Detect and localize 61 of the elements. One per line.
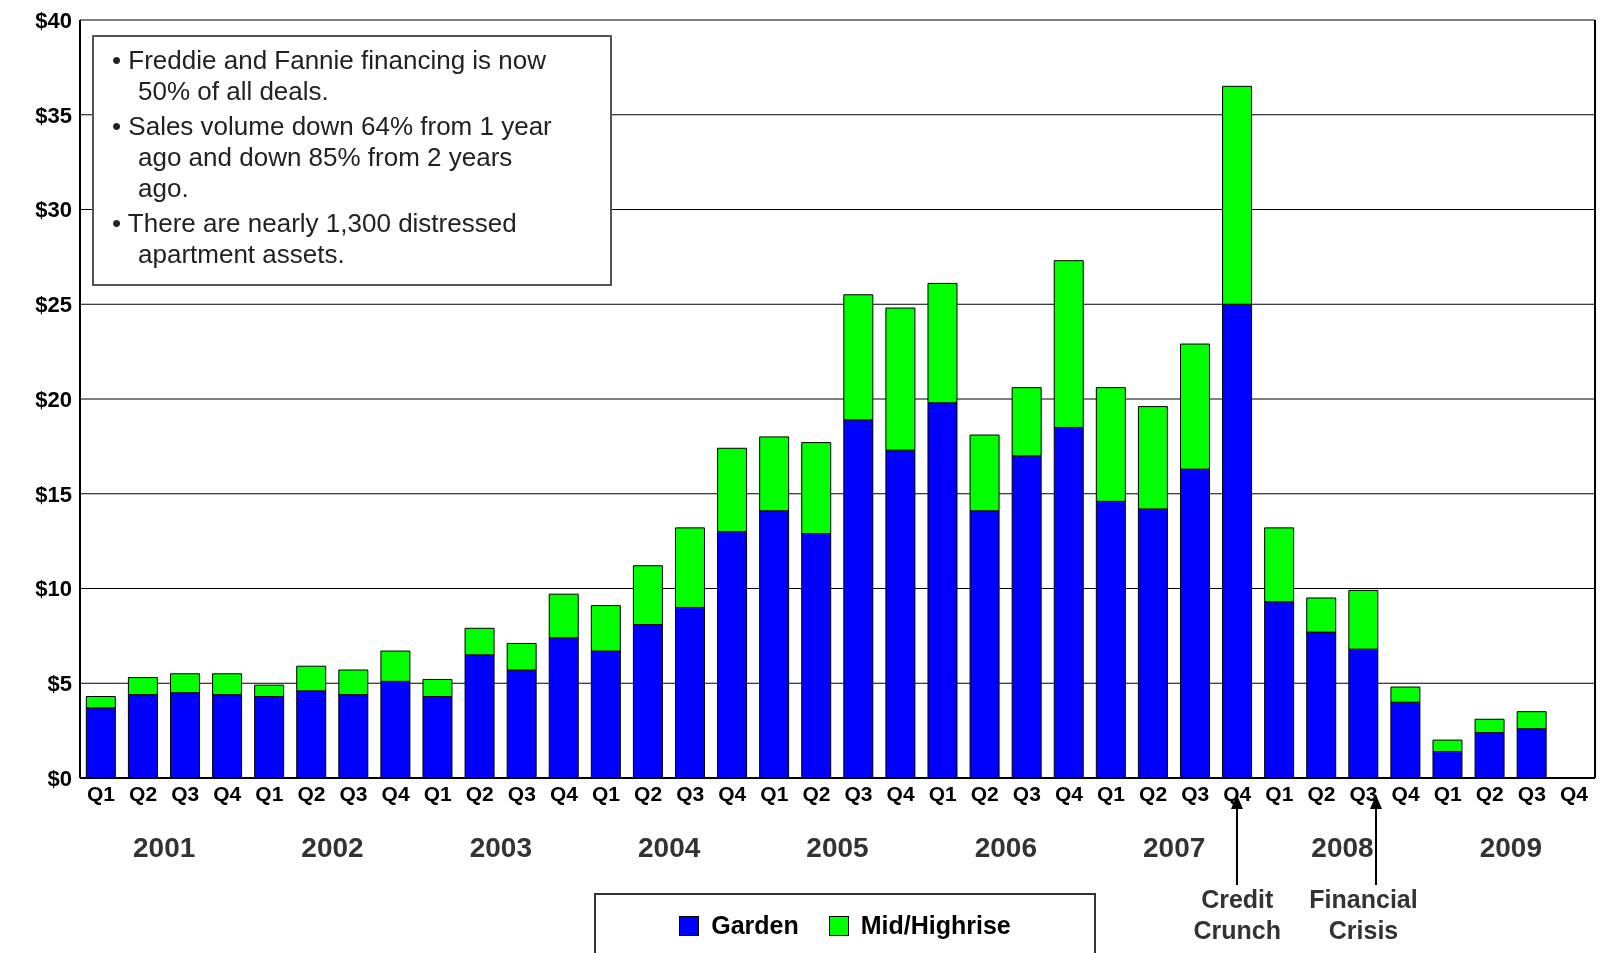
x-tick-label: Q4 [1054, 781, 1084, 805]
text: 2003 [468, 832, 533, 864]
x-tick-label: Q4 [213, 781, 242, 805]
text: 2004 [637, 832, 702, 864]
x-tick-label: Q4 [886, 781, 915, 805]
y-tick-label: $40 [35, 7, 72, 33]
x-tick-label: Q3 [1181, 781, 1210, 805]
x-tick-label: Q2 [802, 781, 831, 805]
x-tick-label: Q3 [171, 781, 200, 805]
text: 2006 [973, 832, 1038, 864]
x-tick-label: Q2 [1307, 781, 1336, 805]
annotation: • Freddie and Fannie financing is now 50% of all deals. [112, 45, 548, 107]
legend-label: Mid/Highrise [860, 911, 1011, 940]
x-tick-label: Q4 [1559, 781, 1589, 805]
x-tick-label: Q4 [381, 781, 410, 805]
text: 2002 [300, 832, 365, 864]
x-tick-label: Q3 [1517, 781, 1546, 805]
x-tick-label: Q2 [970, 781, 999, 805]
y-tick-label: $10 [35, 576, 72, 602]
x-tick-label: Q1 [928, 781, 958, 805]
text: Credit Crunch [1192, 884, 1283, 946]
text: Financial Crisis [1308, 884, 1419, 946]
x-tick-label: Q1 [1433, 781, 1463, 805]
note-box: • Freddie and Fannie financing is now 50% of all deals. • Sales volume down 64% from 1 year ago and down 85% from 2 years ago. • There are nearly 1,300 distressed apartment assets. [92, 35, 612, 286]
x-tick-label: Q1 [1097, 781, 1126, 805]
y-tick-label: $20 [35, 386, 72, 412]
y-tick-label: $15 [35, 481, 72, 507]
y-tick-label: $25 [35, 292, 72, 318]
x-tick-label: Q3 [507, 781, 536, 805]
x-tick-label: Q3 [676, 781, 705, 805]
legend-label: Garden [711, 911, 799, 940]
text: 2008 [1310, 832, 1375, 864]
x-tick-label: Q3 [1349, 781, 1378, 805]
text: 2007 [1142, 832, 1207, 864]
y-tick-label: $30 [35, 197, 72, 223]
x-tick-label: Q1 [87, 781, 116, 805]
y-tick-label: $35 [35, 102, 72, 128]
x-tick-label: Q4 [549, 781, 579, 805]
y-tick-label: $5 [47, 671, 72, 697]
y-tick-label: $0 [47, 765, 72, 791]
x-tick-label: Q2 [129, 781, 158, 805]
x-tick-label: Q3 [339, 781, 368, 805]
text: 2001 [132, 832, 197, 864]
text: 2009 [1478, 832, 1543, 864]
annotation: • There are nearly 1,300 distressed apartment assets. [112, 208, 518, 270]
x-tick-label: Q2 [1139, 781, 1168, 805]
x-tick-label: Q1 [760, 781, 789, 805]
x-tick-label: Q3 [844, 781, 873, 805]
x-tick-label: Q1 [1265, 781, 1294, 805]
x-tick-label: Q2 [634, 781, 663, 805]
x-tick-label: Q4 [1391, 781, 1420, 805]
x-tick-label: Q1 [592, 781, 621, 805]
x-tick-label: Q4 [718, 781, 747, 805]
text: 2005 [805, 832, 870, 864]
x-tick-label: Q2 [1475, 781, 1504, 805]
annotation: • Sales volume down 64% from 1 year ago and down 85% from 2 years ago. [112, 111, 553, 204]
x-tick-label: Q2 [465, 781, 494, 805]
x-tick-label: Q3 [1012, 781, 1041, 805]
x-tick-label: Q1 [255, 781, 284, 805]
x-tick-label: Q1 [423, 781, 453, 805]
x-tick-label: Q2 [297, 781, 326, 805]
